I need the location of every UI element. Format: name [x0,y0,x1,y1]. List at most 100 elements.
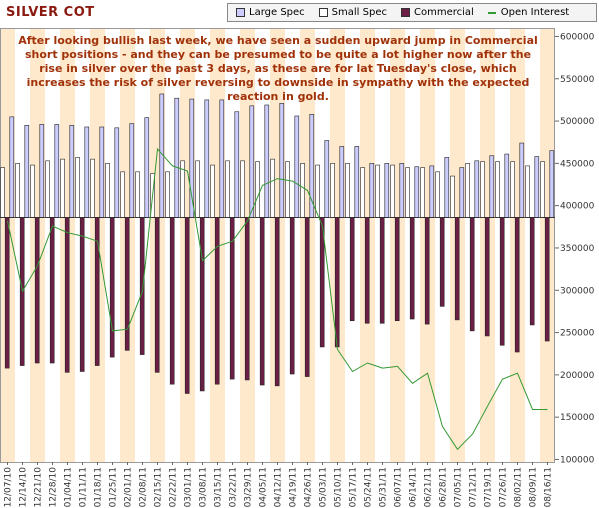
bar [234,111,240,218]
x-tick-label: 01/25/11 [109,467,119,507]
bar [249,105,255,218]
x-tick-label: 01/11/11 [79,467,89,507]
bar [444,157,450,218]
bar [4,217,10,369]
bar [390,164,395,218]
x-tick-label: 08/02/11 [514,467,524,507]
x-tick-label: 12/28/10 [49,467,59,508]
x-tick-label: 08/16/11 [544,467,554,507]
bar [474,160,480,218]
bar [549,150,555,218]
bar [259,217,265,386]
bar [49,217,55,364]
y-tick-label: 250000 [560,329,595,339]
legend-label: Open Interest [500,7,570,18]
bar [315,164,320,218]
bar [165,171,170,218]
bar [219,99,225,218]
bar [529,217,535,326]
bar [525,165,530,218]
bar [99,126,105,218]
bar [345,163,350,218]
bar [304,217,310,377]
bar [489,155,495,218]
bar [330,163,335,218]
bar [64,217,70,373]
bar [375,164,380,218]
bar [109,217,115,358]
bar [105,163,110,218]
bar [394,217,400,322]
bar [199,217,205,392]
legend-swatch [400,8,410,17]
x-tick-label: 04/19/11 [289,467,299,507]
bar [409,217,415,320]
y-tick-label: 150000 [560,413,595,423]
bar [120,171,125,218]
x-tick-label: 06/07/11 [394,467,404,507]
bar [79,217,85,372]
bar [129,123,135,218]
bar [289,217,295,375]
x-tick-label: 04/05/11 [259,467,269,507]
bar [435,171,440,218]
legend-swatch [236,8,245,17]
x-tick-label: 08/09/11 [529,467,539,507]
bar [210,164,215,218]
x-tick-label: 05/31/11 [379,467,389,507]
x-tick-label: 12/07/10 [4,467,14,508]
bar [139,217,145,355]
y-tick-label: 400000 [560,202,595,212]
bar [60,158,65,218]
bar [354,146,360,218]
legend-item: Large Spec [236,7,305,18]
x-tick-label: 07/05/11 [454,467,464,507]
bar [465,163,470,218]
bar [114,127,120,218]
bar [279,102,285,218]
bar [169,217,175,385]
bar [54,124,60,218]
bar [459,167,465,218]
x-tick-label: 06/28/11 [439,467,449,507]
bar [124,217,130,351]
bar [195,160,200,218]
bar [424,217,430,325]
y-tick-label: 500000 [560,117,595,127]
bar [94,217,100,366]
bar [300,163,305,218]
bar [244,217,250,381]
bar [324,140,330,218]
bar [39,124,45,218]
bar [15,163,20,218]
x-tick-label: 03/29/11 [244,467,254,507]
y-tick-label: 200000 [560,371,595,381]
x-tick-label: 01/18/11 [94,467,104,507]
bar [204,99,210,218]
legend-label: Large Spec [249,7,305,18]
x-tick-label: 03/01/11 [184,467,194,507]
bar [84,126,90,218]
bar [405,167,410,218]
x-tick-label: 12/21/10 [34,467,44,508]
bar [364,217,370,324]
bar [285,161,290,218]
bar [144,117,150,218]
bar [309,113,315,218]
bar [24,124,30,218]
bar [534,156,540,218]
x-tick-label: 03/08/11 [199,467,209,507]
x-tick-label: 07/19/11 [484,467,494,507]
x-tick-label: 02/22/11 [169,467,179,507]
bar [30,164,35,218]
x-tick-label: 05/03/11 [319,467,329,507]
bar [429,165,435,218]
legend-item: Open Interest [487,7,570,18]
legend-swatch [318,8,328,17]
y-tick-label: 350000 [560,244,595,254]
y-tick-label: 550000 [560,75,595,85]
bar [360,167,365,218]
bar [519,142,525,218]
legend-item: Small Spec [318,7,387,18]
x-tick-label: 12/14/10 [19,467,29,508]
